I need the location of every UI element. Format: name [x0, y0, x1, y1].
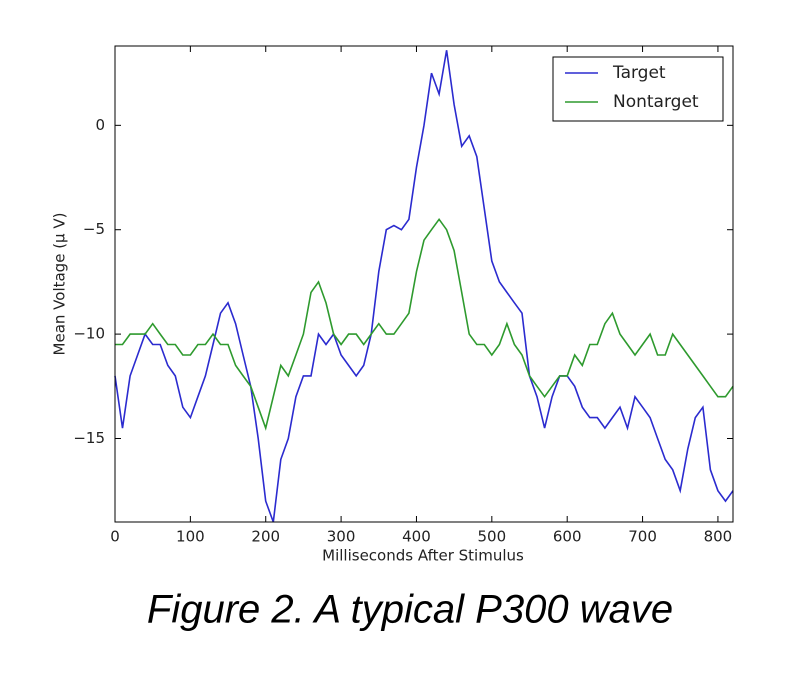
plot-frame — [114, 45, 734, 523]
y-tick-label: −10 — [73, 325, 105, 343]
x-tick-label: 500 — [478, 528, 507, 546]
x-tick-label: 700 — [628, 528, 657, 546]
x-tick-label: 400 — [402, 528, 431, 546]
x-tick-label: 0 — [110, 528, 120, 546]
legend-label: Nontarget — [613, 92, 699, 112]
x-tick-label: 200 — [251, 528, 280, 546]
y-tick-label: 0 — [95, 116, 105, 134]
x-tick-label: 800 — [704, 528, 733, 546]
x-tick-label: 100 — [176, 528, 205, 546]
y-tick-label: −5 — [83, 220, 105, 238]
series-line — [115, 217, 734, 431]
x-tick-label: 600 — [553, 528, 582, 546]
caption: Figure 2. A typical P300 wave — [147, 588, 673, 632]
series-line — [114, 50, 734, 523]
legend-box — [552, 56, 724, 122]
x-tick-label: 300 — [327, 528, 356, 546]
y-tick-label: −15 — [73, 429, 105, 447]
legend-label: Target — [612, 63, 666, 83]
x-axis-label: Milliseconds After Stimulus — [322, 547, 524, 565]
y-axis-label: Mean Voltage (μ V) — [51, 213, 69, 356]
